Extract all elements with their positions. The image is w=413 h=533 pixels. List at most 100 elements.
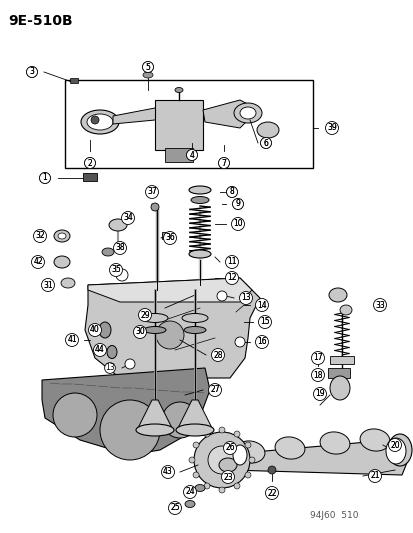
Text: 22: 22	[267, 489, 276, 497]
Text: 27: 27	[210, 385, 219, 394]
Ellipse shape	[359, 429, 389, 451]
Circle shape	[35, 231, 45, 241]
Circle shape	[114, 243, 125, 253]
Circle shape	[31, 255, 44, 269]
Circle shape	[53, 393, 97, 437]
Text: 8: 8	[229, 188, 234, 197]
Circle shape	[43, 280, 53, 290]
Text: 23: 23	[223, 472, 232, 481]
Bar	[154, 100, 202, 150]
Text: 21: 21	[369, 472, 379, 481]
Circle shape	[256, 300, 267, 310]
Circle shape	[211, 349, 224, 361]
Circle shape	[208, 384, 221, 397]
Circle shape	[221, 471, 234, 483]
Circle shape	[225, 255, 238, 269]
Text: 9: 9	[235, 199, 240, 208]
Ellipse shape	[176, 424, 214, 436]
Text: 3: 3	[29, 68, 34, 77]
Ellipse shape	[102, 248, 114, 256]
Text: 6: 6	[263, 139, 268, 148]
Ellipse shape	[185, 500, 195, 507]
Circle shape	[33, 230, 46, 243]
Ellipse shape	[99, 322, 111, 338]
Circle shape	[225, 271, 238, 285]
Circle shape	[239, 292, 252, 304]
Text: 30: 30	[135, 327, 145, 336]
Bar	[165, 148, 192, 162]
Circle shape	[66, 335, 77, 345]
Text: 35: 35	[111, 265, 121, 274]
Text: 5: 5	[145, 62, 150, 71]
Ellipse shape	[58, 233, 66, 239]
Circle shape	[260, 138, 271, 148]
Text: 10: 10	[233, 220, 242, 229]
Circle shape	[216, 291, 226, 301]
Ellipse shape	[385, 438, 405, 464]
Text: 31: 31	[43, 280, 53, 289]
Circle shape	[164, 232, 175, 244]
Circle shape	[218, 487, 224, 493]
Circle shape	[65, 334, 78, 346]
Text: 15: 15	[259, 318, 269, 327]
Ellipse shape	[274, 437, 304, 459]
Polygon shape	[113, 108, 159, 124]
Text: 14: 14	[256, 301, 266, 310]
Ellipse shape	[182, 313, 207, 322]
Text: 20: 20	[389, 440, 399, 449]
Text: 29: 29	[140, 311, 150, 319]
Circle shape	[255, 298, 268, 311]
Ellipse shape	[107, 345, 117, 359]
Circle shape	[232, 199, 243, 209]
Text: 14: 14	[256, 301, 266, 310]
Text: 44: 44	[95, 345, 104, 354]
Text: 26: 26	[225, 443, 234, 453]
Circle shape	[260, 138, 271, 149]
Circle shape	[204, 431, 209, 437]
Circle shape	[204, 483, 209, 489]
Bar	[70, 78, 78, 83]
Circle shape	[168, 502, 181, 514]
Circle shape	[113, 241, 126, 254]
Circle shape	[142, 62, 153, 72]
Ellipse shape	[54, 256, 70, 268]
Circle shape	[244, 442, 250, 448]
Circle shape	[162, 466, 173, 478]
Circle shape	[218, 158, 229, 168]
Circle shape	[218, 157, 229, 168]
Circle shape	[207, 446, 235, 474]
Text: 9: 9	[235, 199, 240, 208]
Circle shape	[326, 123, 337, 133]
Text: 23: 23	[223, 472, 232, 481]
Bar	[161, 232, 169, 239]
Circle shape	[311, 351, 324, 365]
Text: 44: 44	[95, 345, 104, 354]
Circle shape	[186, 150, 197, 160]
Circle shape	[161, 465, 174, 479]
Ellipse shape	[142, 72, 153, 78]
Circle shape	[109, 263, 122, 277]
Ellipse shape	[233, 103, 261, 123]
Circle shape	[184, 487, 195, 497]
Circle shape	[244, 472, 250, 478]
Circle shape	[146, 187, 157, 197]
Circle shape	[192, 472, 199, 478]
Text: 32: 32	[35, 231, 45, 240]
Text: 13: 13	[105, 364, 114, 373]
Text: 40: 40	[90, 326, 100, 335]
Polygon shape	[88, 278, 252, 302]
Circle shape	[255, 335, 268, 349]
Circle shape	[226, 256, 237, 268]
Bar	[329, 356, 353, 364]
Text: 19: 19	[314, 390, 324, 399]
Circle shape	[369, 471, 380, 481]
Circle shape	[374, 300, 385, 310]
Circle shape	[26, 67, 38, 77]
Text: 28: 28	[213, 351, 222, 359]
Circle shape	[325, 122, 338, 134]
Text: 38: 38	[115, 244, 124, 253]
Text: 8: 8	[229, 188, 234, 197]
Text: 7: 7	[221, 158, 226, 167]
Text: 24: 24	[185, 488, 195, 497]
Circle shape	[224, 442, 235, 454]
